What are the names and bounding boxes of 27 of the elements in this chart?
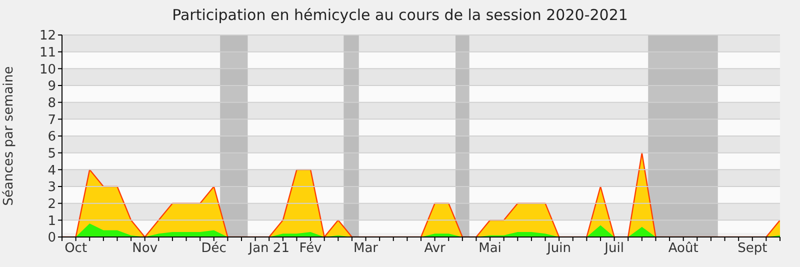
x-tick-label: Avr (424, 241, 446, 256)
y-tick-label: 2 (48, 196, 56, 212)
x-tick-label: Oct (64, 241, 88, 256)
x-tick-label: Juin (546, 241, 572, 256)
y-tick-label: 5 (48, 146, 56, 162)
y-tick-label: 12 (39, 28, 56, 44)
x-tick-label: Mai (478, 241, 502, 256)
y-tick-label: 10 (39, 62, 56, 78)
y-axis-title: Séances par semaine (2, 66, 17, 206)
y-tick-label: 9 (48, 79, 56, 94)
x-tick-label: Jan 21 (248, 241, 290, 256)
y-tick-label: 11 (39, 45, 56, 60)
x-tick-label: Nov (132, 241, 158, 256)
x-tick-label: Août (668, 241, 698, 256)
x-tick-label: Déc (201, 241, 226, 256)
x-tick-label: Fév (299, 241, 322, 256)
y-tick-label: 1 (48, 214, 56, 229)
y-tick-label: 6 (48, 130, 56, 145)
y-tick-label: 3 (48, 180, 56, 196)
chart-title: Participation en hémicycle au cours de la session 2020-2021 (171, 5, 629, 26)
x-tick-label: Sept (738, 241, 768, 256)
x-tick-label: Mar (354, 241, 379, 256)
y-tick-label: 8 (48, 96, 56, 111)
y-tick-label: 7 (48, 112, 56, 128)
y-tick-label: 0 (48, 230, 56, 246)
y-tick-label: 4 (48, 163, 56, 178)
x-tick-label: Juil (604, 241, 624, 256)
